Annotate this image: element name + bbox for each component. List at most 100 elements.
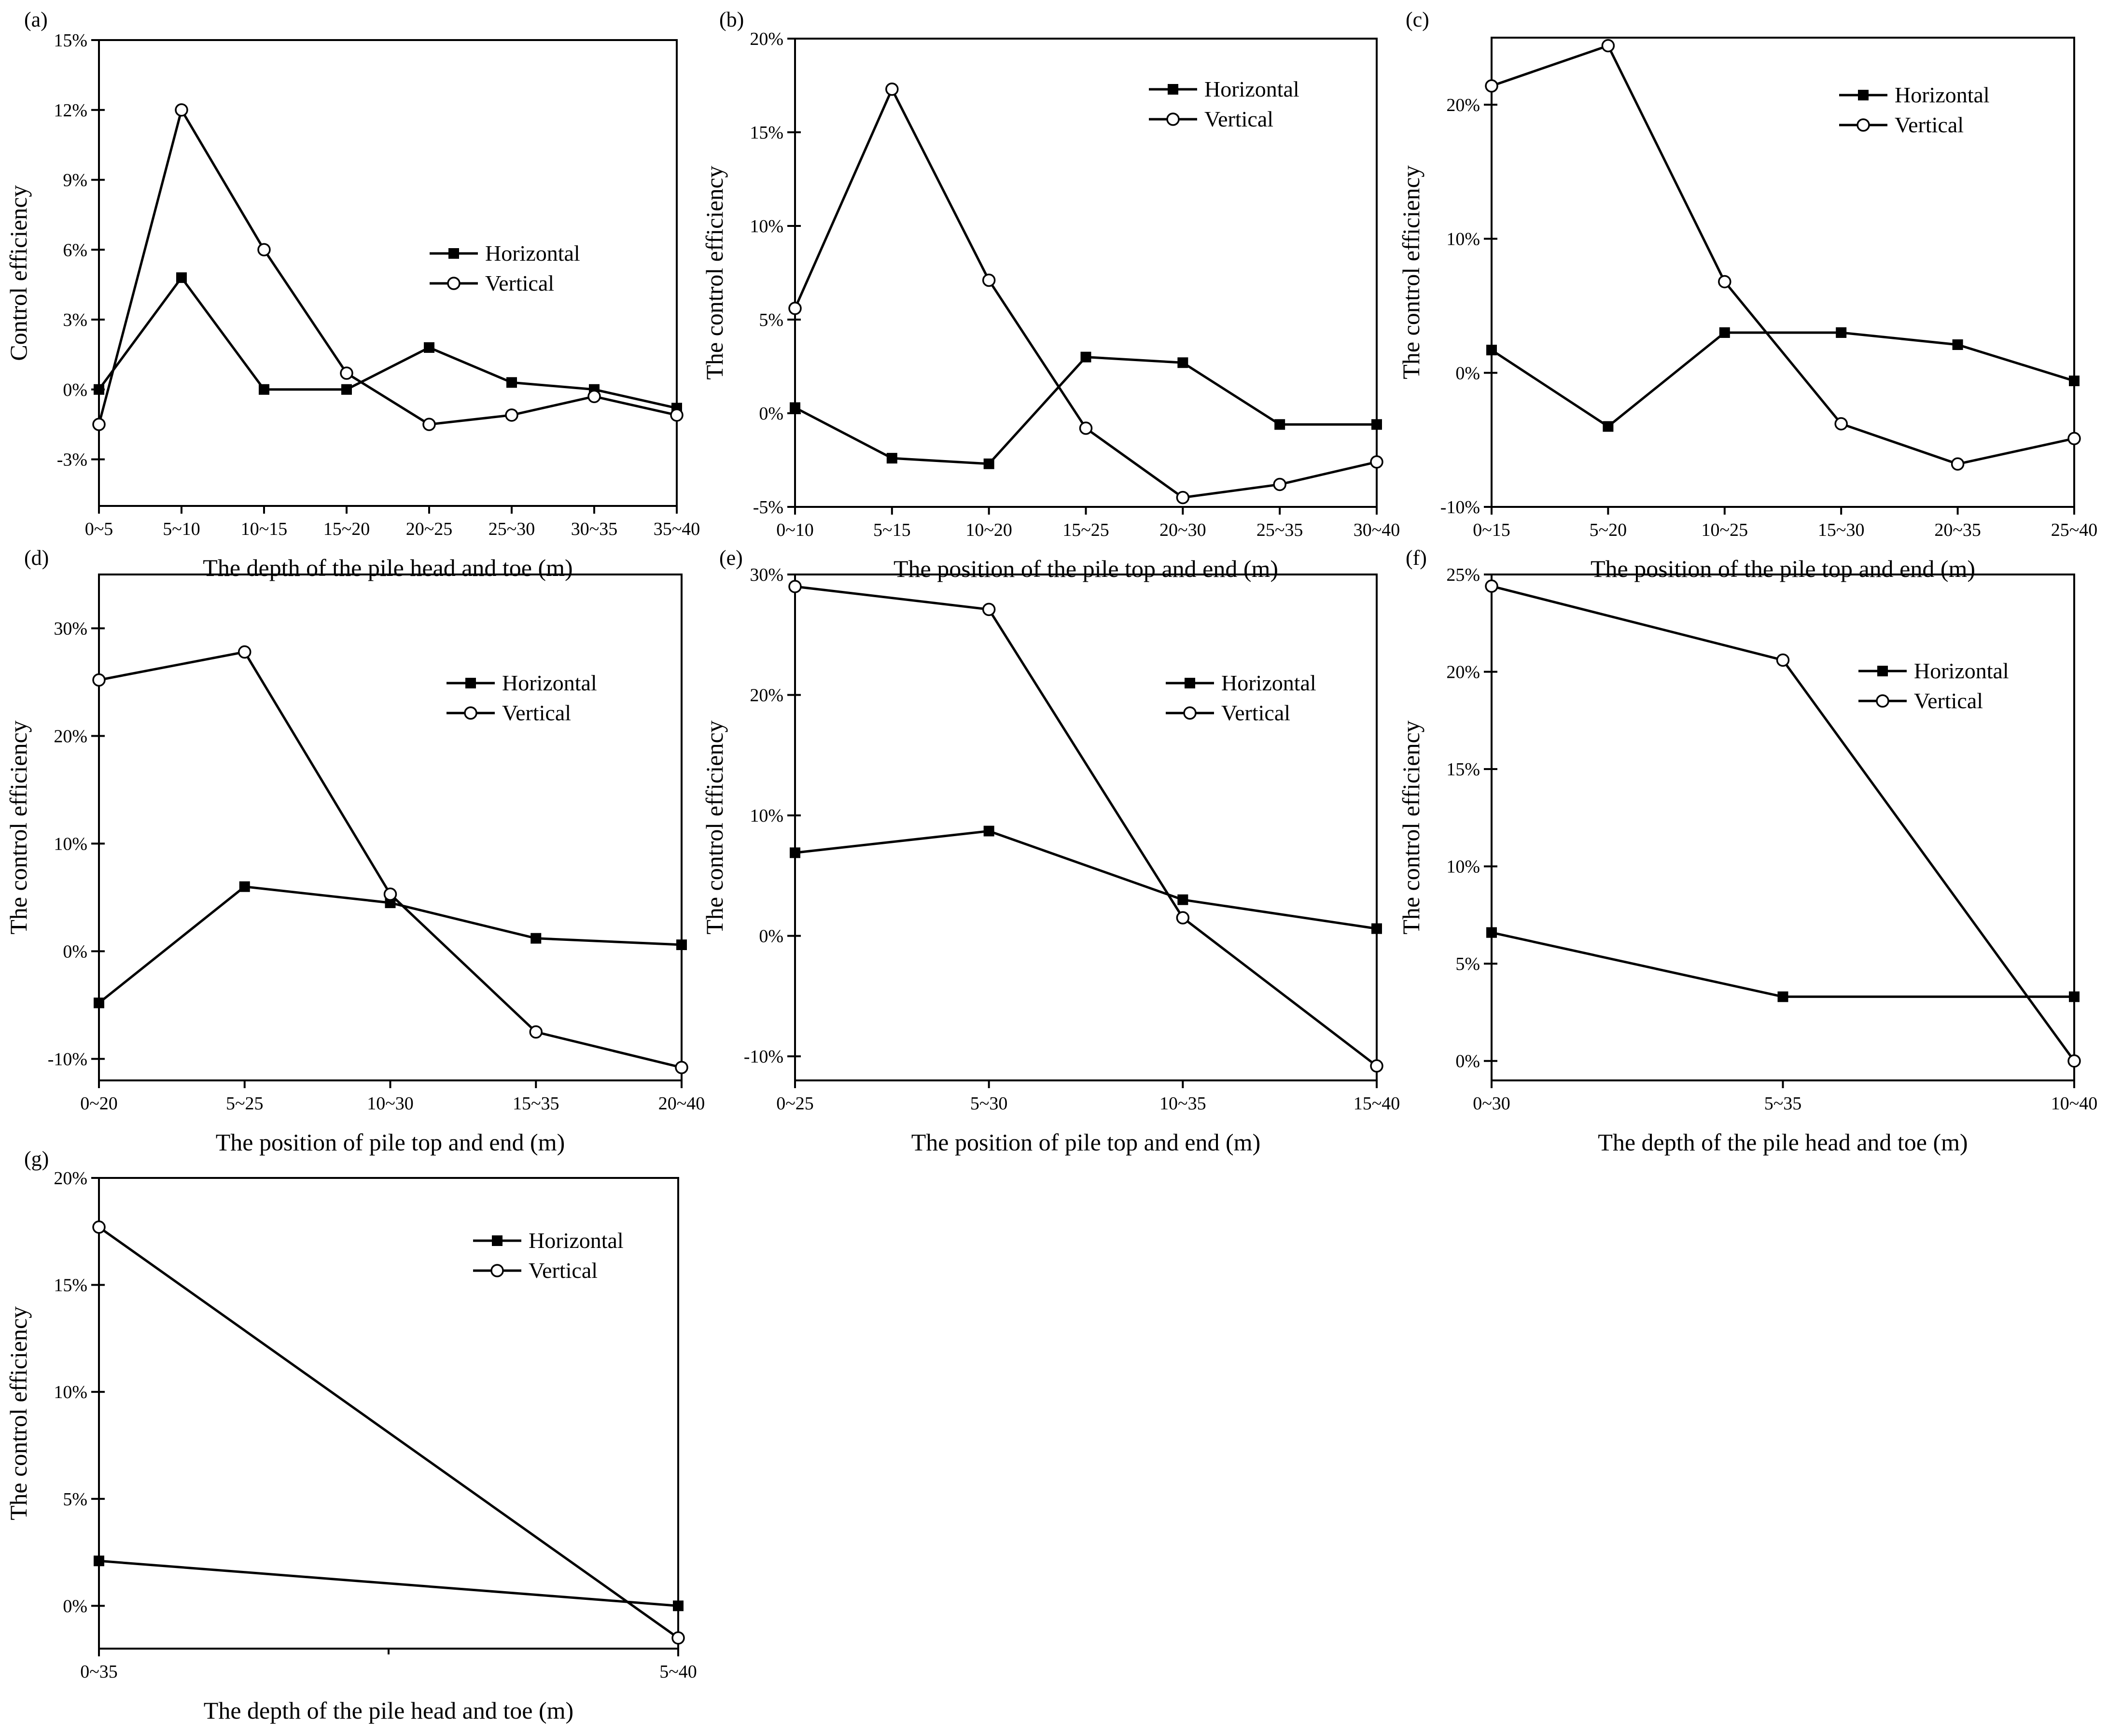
y-axis-title: The control efficiency (701, 166, 728, 379)
legend-marker-vertical (1166, 112, 1180, 126)
data-point-horizontal (259, 384, 269, 395)
data-point-horizontal (983, 458, 994, 469)
x-tick-label: 15~30 (1818, 520, 1865, 540)
legend-marker-vertical (1183, 706, 1197, 720)
y-axis-title: Control efficiency (5, 185, 32, 361)
legend-label: Horizontal (1221, 671, 1316, 695)
data-point-vertical (1370, 1059, 1383, 1073)
y-tick-label: 20% (54, 1168, 87, 1189)
legend-label: Horizontal (1914, 658, 2009, 683)
y-tick-label: 5% (1455, 954, 1480, 974)
data-point-vertical (505, 408, 518, 422)
data-point-horizontal (94, 1555, 104, 1567)
x-axis-title: The depth of the pile head and toe (m) (203, 554, 572, 581)
y-tick-label: 12% (54, 100, 87, 121)
y-tick-label: 15% (54, 30, 87, 51)
data-point-horizontal (673, 1600, 684, 1611)
y-tick-label: 15% (1446, 759, 1480, 780)
x-axis-title: The position of the pile top and end (m) (1591, 555, 1975, 582)
y-tick-label: 6% (63, 240, 87, 260)
x-tick-label: 20~40 (658, 1093, 705, 1114)
series-line-horizontal (1491, 331, 2075, 428)
plot-frame (1491, 37, 2075, 508)
x-tick-label: 5~30 (970, 1093, 1008, 1114)
panel-label: (b) (719, 8, 744, 31)
x-tick-label: 0~35 (80, 1662, 118, 1682)
y-tick-label: 3% (63, 310, 87, 330)
y-tick-label: 9% (63, 170, 87, 191)
y-axis-title: The control efficiency (1397, 165, 1424, 379)
x-axis-title: The position of pile top and end (m) (216, 1129, 565, 1156)
series-line-horizontal (98, 1559, 679, 1607)
legend-label: Vertical (529, 1258, 598, 1283)
x-tick-label: 25~40 (2051, 520, 2098, 540)
data-point-vertical (2067, 432, 2081, 446)
plot-frame (98, 574, 683, 1081)
y-tick-label: 15% (54, 1275, 87, 1296)
data-point-vertical (788, 301, 802, 315)
legend-marker-vertical (464, 706, 477, 720)
legend-label: Horizontal (1895, 83, 1990, 107)
x-axis-title: The depth of the pile head and toe (m) (1598, 1129, 1968, 1156)
data-point-vertical (788, 580, 802, 593)
data-point-vertical (1485, 579, 1498, 593)
data-point-vertical (238, 645, 251, 659)
data-point-horizontal (1719, 327, 1730, 338)
data-point-horizontal (341, 384, 352, 395)
series-line-horizontal (98, 275, 677, 409)
y-tick-label: 20% (1446, 95, 1480, 115)
legend-label: Vertical (1895, 112, 1964, 137)
series-line-vertical (1491, 44, 2075, 465)
legend-label: Horizontal (502, 671, 597, 695)
data-point-vertical (1370, 455, 1383, 469)
data-point-horizontal (983, 826, 994, 837)
data-point-horizontal (1371, 923, 1382, 934)
x-tick-label: 10~20 (965, 520, 1012, 540)
series-line-horizontal (794, 356, 1377, 465)
y-axis-title: The control efficiency (5, 1306, 32, 1520)
y-tick-label: 0% (759, 404, 783, 424)
x-tick-label: 5~35 (1764, 1093, 1802, 1114)
x-tick-label: 0~15 (1473, 520, 1510, 540)
data-point-vertical (92, 1220, 106, 1234)
data-point-vertical (670, 408, 684, 422)
data-point-vertical (2067, 1054, 2081, 1068)
x-tick-label: 10~40 (2051, 1093, 2098, 1114)
legend-marker-vertical (447, 277, 461, 290)
x-tick-label: 30~35 (571, 519, 618, 539)
legend-marker-vertical (490, 1264, 504, 1277)
series-line-vertical (98, 1226, 679, 1639)
data-point-vertical (885, 83, 899, 96)
data-point-vertical (92, 418, 106, 431)
y-axis-title: The control efficiency (701, 720, 728, 934)
data-point-horizontal (790, 402, 800, 413)
y-tick-label: 10% (1446, 857, 1480, 877)
y-tick-label: 20% (1446, 662, 1480, 683)
plot-frame (98, 39, 678, 507)
data-point-vertical (671, 1631, 685, 1645)
legend-marker-vertical (1857, 118, 1870, 132)
data-point-vertical (1176, 490, 1190, 504)
legend-marker-horizontal (1877, 666, 1888, 676)
y-tick-label: 10% (750, 806, 783, 826)
x-tick-label: 0~5 (85, 519, 113, 539)
legend-marker-horizontal (1185, 678, 1195, 688)
y-axis-title: The control efficiency (5, 720, 32, 934)
panel-label: (d) (24, 546, 49, 570)
x-tick-label: 15~25 (1062, 520, 1109, 540)
y-tick-label: 10% (54, 834, 87, 854)
data-point-vertical (1273, 477, 1286, 491)
chart-panel-b: (b) -5% 0% 5% 10% 15% 20% 0~10 5~15 10~20 15~25 20~… (701, 8, 1400, 582)
y-axis-title: The control efficiency (1397, 720, 1424, 934)
x-tick-label: 10~30 (367, 1093, 414, 1114)
legend-marker-horizontal (465, 678, 476, 688)
data-point-vertical (1079, 421, 1093, 435)
x-tick-label: 0~20 (80, 1093, 118, 1114)
data-point-horizontal (94, 384, 104, 395)
data-point-vertical (257, 243, 271, 256)
legend-marker-vertical (1876, 694, 1889, 708)
x-tick-label: 10~25 (1702, 520, 1748, 540)
series-line-vertical (795, 585, 1378, 1067)
x-tick-label: 5~15 (873, 520, 911, 540)
